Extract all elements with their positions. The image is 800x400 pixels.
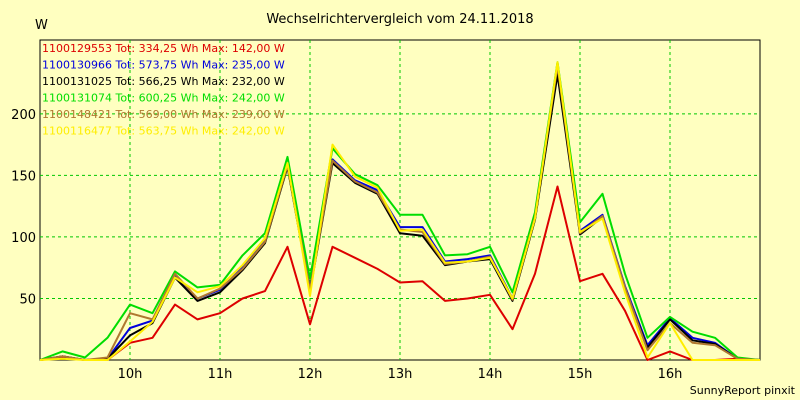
x-tick-label: 15h bbox=[568, 367, 593, 382]
series-lines bbox=[39, 61, 761, 361]
credit-text: SunnyReport pinxit bbox=[690, 384, 796, 397]
y-tick-label: 50 bbox=[19, 292, 36, 307]
legend-entry-1100116477: 1100116477 Tot: 563,75 Wh Max: 242,00 W bbox=[42, 125, 285, 138]
x-tick-label: 10h bbox=[118, 367, 143, 382]
y-axis-label: W bbox=[35, 18, 48, 33]
legend-entry-1100131025: 1100131025 Tot: 566,25 Wh Max: 232,00 W bbox=[42, 75, 285, 88]
legend-entry-1100130966: 1100130966 Tot: 573,75 Wh Max: 235,00 W bbox=[42, 59, 285, 72]
legend-entry-1100129553: 1100129553 Tot: 334,25 Wh Max: 142,00 W bbox=[42, 42, 285, 55]
y-tick-label: 200 bbox=[11, 108, 36, 123]
series-line-1100129553 bbox=[39, 185, 761, 361]
x-tick-label: 14h bbox=[478, 367, 503, 382]
axis-ticks: 50 100 150 200 10h 11h 12h 13h 14h 15h 16h bbox=[11, 108, 682, 382]
legend: 1100129553 Tot: 334,25 Wh Max: 142,00 W 1… bbox=[42, 42, 285, 138]
legend-entry-1100148421: 1100148421 Tot: 569,00 Wh Max: 239,00 W bbox=[42, 108, 285, 121]
x-tick-label: 11h bbox=[208, 367, 233, 382]
x-tick-label: 13h bbox=[388, 367, 413, 382]
grid bbox=[40, 40, 760, 360]
y-tick-label: 100 bbox=[11, 231, 36, 246]
y-tick-label: 150 bbox=[11, 169, 36, 184]
chart-title: Wechselrichtervergleich vom 24.11.2018 bbox=[266, 12, 533, 27]
x-tick-label: 16h bbox=[658, 367, 683, 382]
x-tick-label: 12h bbox=[298, 367, 323, 382]
legend-entry-1100131074: 1100131074 Tot: 600,25 Wh Max: 242,00 W bbox=[42, 92, 285, 105]
series-line-1100116477 bbox=[39, 61, 760, 361]
series-line-1100131074 bbox=[39, 61, 761, 361]
